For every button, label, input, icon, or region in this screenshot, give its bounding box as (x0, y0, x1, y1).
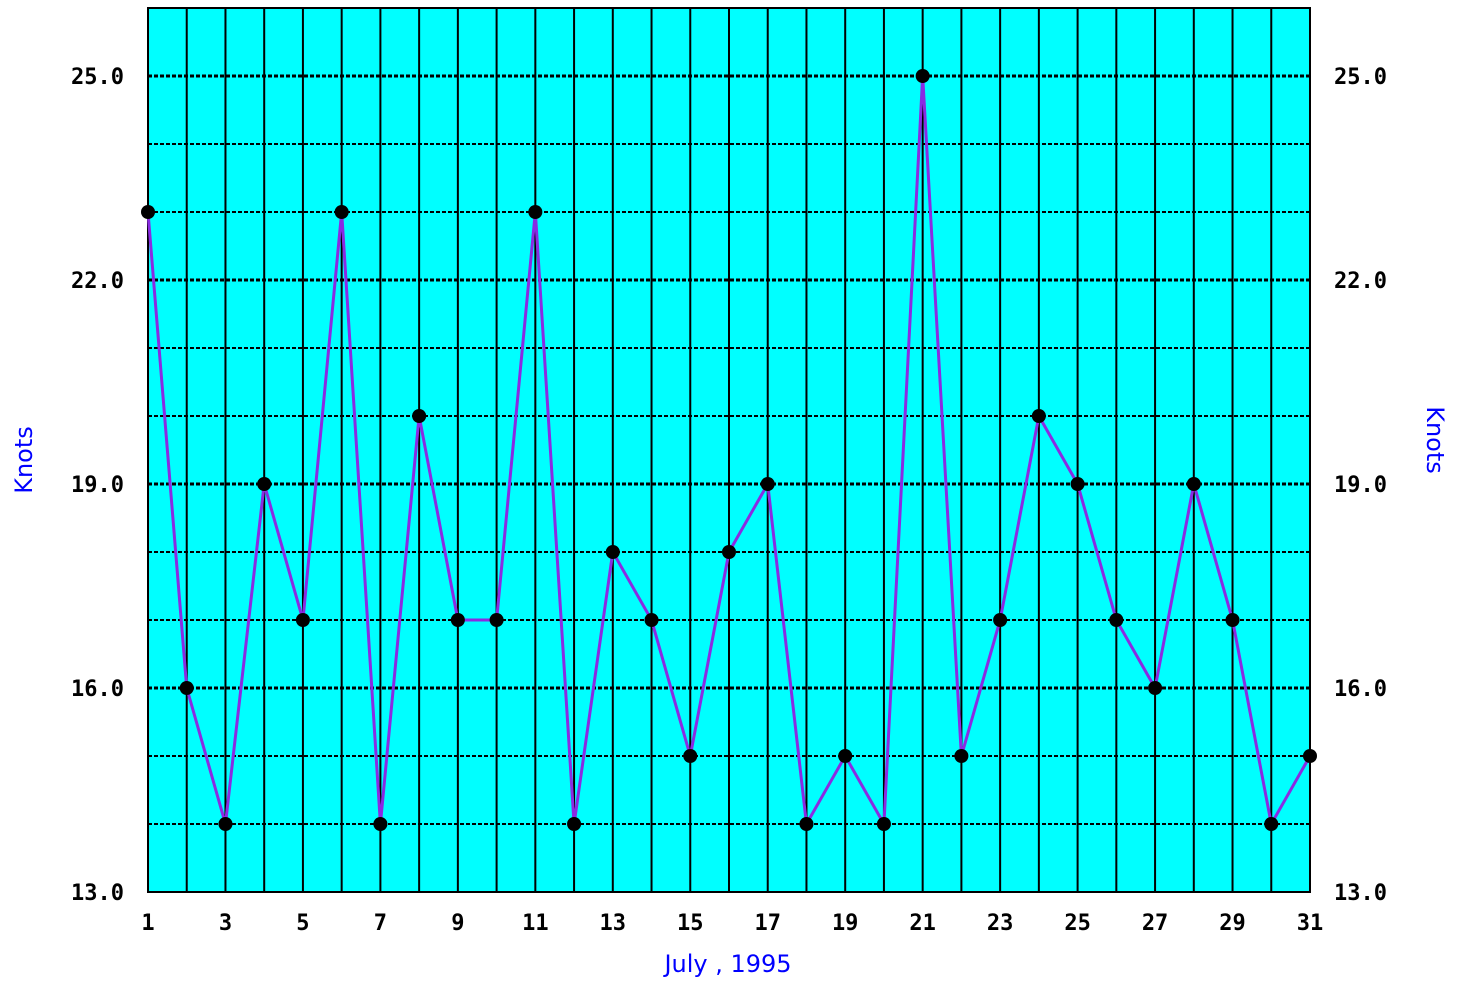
x-axis-label: July , 1995 (662, 950, 791, 978)
data-point (257, 477, 272, 491)
data-point (760, 477, 775, 491)
data-point (1070, 477, 1085, 491)
y-axis-label-left: Knots (10, 426, 38, 494)
y-tick-label-right: 25.0 (1334, 65, 1387, 90)
x-tick-label: 15 (677, 911, 704, 936)
data-point (218, 817, 233, 831)
x-tick-label: 1 (141, 911, 154, 936)
data-point (876, 817, 891, 831)
data-point (141, 205, 155, 219)
x-tick-label: 11 (522, 911, 549, 936)
data-point (1031, 409, 1046, 423)
data-points (141, 69, 1317, 831)
x-tick-label: 3 (219, 911, 232, 936)
data-point (179, 681, 194, 695)
y-tick-label-left: 13.0 (71, 881, 124, 906)
data-point (489, 613, 504, 627)
y-tick-label-left: 22.0 (71, 269, 124, 294)
y-tick-label-left: 19.0 (71, 473, 124, 498)
data-point (528, 205, 543, 219)
data-point (1186, 477, 1201, 491)
data-point (1148, 681, 1163, 695)
x-tick-label: 31 (1297, 911, 1324, 936)
data-point (1303, 749, 1317, 763)
x-tick-label: 23 (987, 911, 1014, 936)
x-tick-label: 25 (1064, 911, 1091, 936)
x-tick-label: 9 (451, 911, 464, 936)
y-tick-label-right: 13.0 (1334, 881, 1387, 906)
data-point (334, 205, 349, 219)
x-tick-label: 5 (296, 911, 309, 936)
y-axis-label-right: Knots (1421, 406, 1449, 474)
x-tick-label: 21 (909, 911, 936, 936)
x-tick-label: 17 (754, 911, 781, 936)
data-point (450, 613, 465, 627)
data-point (722, 545, 736, 559)
data-point (954, 749, 969, 763)
data-point (799, 817, 814, 831)
data-point (993, 613, 1008, 627)
y-tick-label-right: 19.0 (1334, 473, 1387, 498)
data-point (295, 613, 310, 627)
x-tick-label: 7 (374, 911, 387, 936)
data-point (683, 749, 698, 763)
data-point (605, 545, 620, 559)
y-tick-label-right: 22.0 (1334, 269, 1387, 294)
data-point (373, 817, 388, 831)
y-tick-label-left: 16.0 (71, 677, 124, 702)
data-point (567, 817, 582, 831)
data-point (1109, 613, 1124, 627)
y-tick-label-right: 16.0 (1334, 677, 1387, 702)
x-tick-label: 13 (600, 911, 627, 936)
data-point (412, 409, 427, 423)
data-point (1264, 817, 1279, 831)
data-point (1225, 613, 1240, 627)
data-point (915, 69, 930, 83)
data-point (838, 749, 853, 763)
y-tick-label-left: 25.0 (71, 65, 124, 90)
x-tick-label: 19 (832, 911, 859, 936)
data-point (644, 613, 659, 627)
x-tick-label: 29 (1219, 911, 1246, 936)
x-tick-label: 27 (1142, 911, 1169, 936)
